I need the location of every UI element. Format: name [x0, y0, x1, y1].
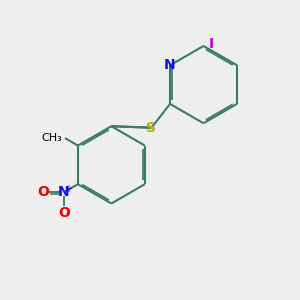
Text: ⁻: ⁻ — [65, 211, 70, 221]
Text: N: N — [58, 185, 70, 200]
Text: N: N — [164, 58, 176, 72]
Text: S: S — [146, 121, 157, 135]
Text: CH₃: CH₃ — [41, 133, 62, 143]
Text: I: I — [208, 38, 214, 52]
Text: O: O — [58, 206, 70, 220]
Text: +: + — [64, 184, 72, 194]
Text: O: O — [37, 185, 49, 200]
